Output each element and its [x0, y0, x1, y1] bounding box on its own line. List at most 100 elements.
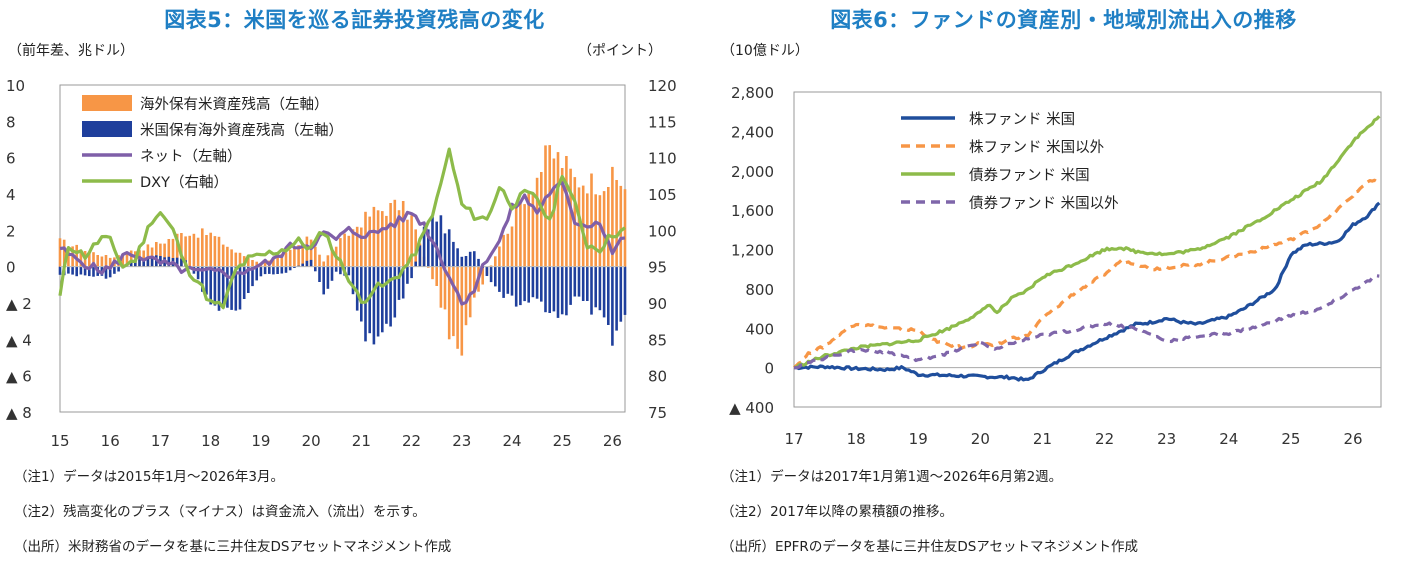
chart5-us-bar	[556, 266, 560, 318]
chart5-foreign-bar	[540, 172, 543, 267]
chart5-y-right-tick: 120	[648, 77, 677, 95]
chart5-foreign-bar	[544, 145, 547, 267]
chart6-x-tick: 22	[1095, 430, 1114, 448]
chart5-us-bar	[330, 266, 334, 281]
chart5-us-bar	[297, 265, 300, 267]
chart5-foreign-bar	[577, 187, 581, 267]
chart6-x-tick: 18	[847, 430, 866, 448]
chart5-us-bar	[615, 266, 618, 331]
chart5-foreign-bar	[339, 238, 342, 267]
chart5-us-bar	[305, 260, 309, 267]
chart6-note-2: （注2）2017年以降の累積額の推移。	[721, 504, 953, 520]
chart5-x-tick: 18	[201, 432, 220, 450]
chart5-us-bar	[150, 257, 154, 267]
chart5-foreign-bar	[188, 235, 191, 267]
chart5-x-tick: 15	[50, 432, 69, 450]
chart6-x-tick: 21	[1033, 430, 1052, 448]
chart5-us-bar	[406, 266, 409, 284]
chart6-y-tick: 2,400	[731, 123, 774, 141]
chart5-foreign-bar	[447, 266, 451, 340]
chart6-y-tick: 1,600	[731, 202, 774, 220]
chart5-us-bar	[581, 266, 585, 301]
chart6-x-tick: 24	[1219, 430, 1238, 448]
chart5-us-bar	[213, 266, 217, 306]
chart5-foreign-bar	[401, 201, 405, 267]
chart6-note-1: （注1）データは2017年1月第1週～2026年6月第2週。	[721, 469, 1063, 485]
chart5-foreign-bar	[251, 260, 254, 267]
chart5-note-1: （注1）データは2015年1月～2026年3月。	[14, 469, 284, 485]
chart5-foreign-bar	[309, 239, 313, 267]
chart5-foreign-bar	[326, 255, 330, 267]
chart5-foreign-bar	[514, 204, 518, 267]
chart5-us-bar	[167, 256, 171, 267]
chart5-foreign-bar	[301, 243, 304, 267]
chart5-x-tick: 24	[502, 432, 521, 450]
chart5-foreign-bar	[548, 145, 551, 267]
chart5-foreign-bar	[611, 166, 614, 267]
chart5-us-bar	[573, 266, 577, 297]
chart5-y-right-tick: 100	[648, 222, 677, 240]
chart5-foreign-bar	[272, 258, 275, 267]
chart6-legend-label: 債券ファンド 米国以外	[969, 195, 1119, 212]
chart5-us-bar	[410, 266, 413, 279]
chart5-legend-label: ネット（左軸）	[140, 148, 242, 165]
chart5-foreign-bar	[431, 266, 434, 280]
chart5-y-right-tick: 85	[648, 331, 667, 349]
chart5-foreign-bar	[556, 152, 560, 267]
chart5-legend-label: DXY（右軸）	[140, 174, 228, 191]
chart5-foreign-bar	[234, 252, 238, 267]
chart5-us-bar	[598, 266, 602, 311]
chart5-foreign-bar	[410, 215, 413, 267]
chart5-y-right-tick: 105	[648, 186, 677, 204]
chart5-us-bar	[334, 266, 338, 272]
chart5-foreign-bar	[205, 235, 208, 267]
chart5-foreign-bar	[318, 254, 321, 267]
chart5-foreign-bar	[393, 199, 397, 267]
chart5-us-bar	[560, 266, 564, 315]
chart5-us-bar	[552, 266, 556, 312]
chart5-y-left-tick: 10	[6, 77, 25, 95]
chart5-us-bar	[276, 266, 279, 274]
chart5-foreign-bar	[506, 233, 510, 267]
chart5-foreign-bar	[226, 246, 229, 267]
chart5-us-bar	[280, 266, 284, 274]
chart5-us-bar	[452, 241, 455, 267]
chart5-us-bar	[489, 266, 493, 283]
chart5-foreign-bar	[590, 173, 593, 267]
chart5-foreign-bar	[481, 266, 484, 285]
chart5-us-bar	[355, 266, 359, 311]
chart5-foreign-bar	[560, 168, 564, 267]
chart5-us-bar	[221, 266, 225, 305]
chart5-us-bar	[263, 266, 267, 275]
chart5-us-bar	[506, 266, 510, 294]
chart5-us-bar	[92, 266, 95, 277]
chart5-legend-swatch	[82, 121, 132, 137]
chart5-legend-swatch	[82, 95, 132, 111]
chart5-y-right-tick: 110	[648, 150, 677, 168]
chart5-foreign-bar	[104, 255, 108, 267]
chart5-foreign-bar	[397, 210, 401, 267]
chart5-foreign-bar	[355, 226, 359, 267]
chart5-us-bar	[272, 266, 275, 275]
chart5-right-axis-unit: （ポイント）	[578, 43, 662, 59]
chart5-us-bar	[468, 251, 472, 267]
chart5-us-bar	[142, 259, 145, 267]
chart5-foreign-bar	[351, 229, 355, 267]
chart5-us-bar	[113, 266, 116, 274]
chart6-y-tick: 2,000	[731, 163, 774, 181]
chart5-us-bar	[67, 266, 70, 274]
chart5-us-bar	[577, 266, 581, 297]
chart6-y-tick: 2,800	[731, 84, 774, 102]
chart5-foreign-bar	[435, 266, 438, 286]
chart5-foreign-bar	[602, 191, 606, 267]
chart5-x-tick: 21	[352, 432, 371, 450]
chart5-us-bar	[360, 266, 363, 322]
chart6-x-tick: 25	[1281, 430, 1300, 448]
chart5-us-bar	[514, 266, 518, 307]
chart5-us-bar	[88, 266, 91, 277]
chart5-us-bar	[544, 266, 547, 313]
chart5-us-bar	[594, 266, 597, 308]
chart5-foreign-bar	[527, 191, 530, 267]
chart5-us-bar	[519, 266, 522, 306]
chart5-us-bar	[247, 266, 250, 293]
